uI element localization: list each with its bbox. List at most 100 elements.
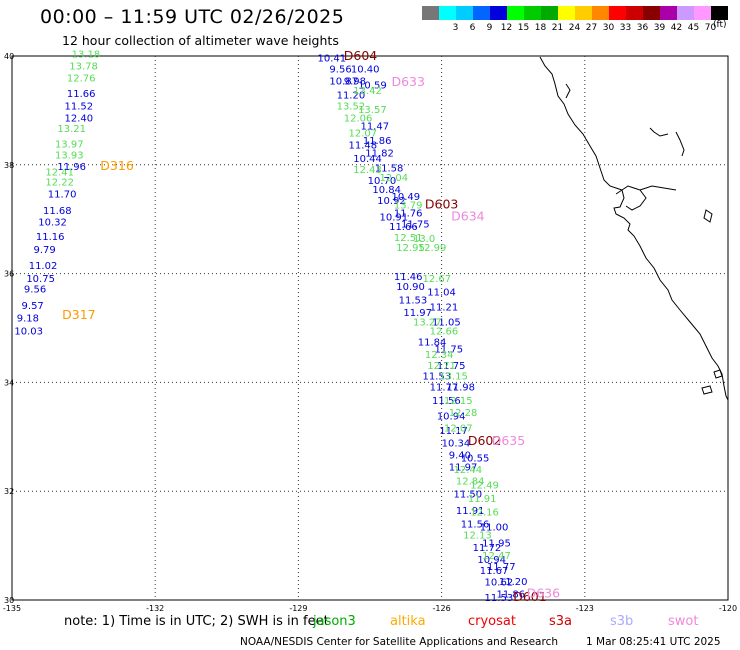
legend-tick-label: 45 [688, 23, 699, 33]
wave-height-value: 11.84 [418, 337, 447, 348]
wave-height-value: 11.20 [337, 90, 366, 101]
mountain-lake [703, 209, 713, 223]
wave-height-value: 12.07 [349, 129, 378, 140]
wave-height-value: 13.93 [55, 150, 84, 161]
legend-unit: (ft) [713, 20, 727, 30]
lat-label: 30 [4, 596, 14, 605]
pass-id-label: D633 [391, 74, 424, 89]
wave-height-value: 11.47 [360, 121, 389, 132]
lon-label: -120 [719, 604, 737, 613]
lat-label: 36 [4, 270, 14, 279]
wave-height-value: 11.52 [65, 101, 94, 112]
wave-height-value: 10.94 [477, 555, 506, 566]
wave-height-value: 9.57 [22, 301, 44, 312]
lon-label: -123 [576, 604, 594, 613]
wave-height-value: 10.75 [26, 274, 55, 285]
wave-height-value: 11.46 [394, 272, 423, 283]
legend-tick-label: 24 [569, 23, 581, 33]
wave-height-value: 10.40 [351, 64, 380, 75]
lake-shore [565, 83, 571, 99]
map-frame [11, 55, 729, 601]
wave-height-value: 11.05 [432, 317, 461, 328]
wave-height-value: 12.06 [344, 113, 373, 124]
pass-id-label: D636 [527, 585, 561, 600]
lat-label: 38 [4, 161, 14, 170]
wave-height-value: 11.68 [43, 206, 72, 217]
wave-height-value: 10.70 [368, 176, 397, 187]
wave-height-value: 12.84 [456, 477, 485, 488]
wave-height-value: 13.18 [72, 50, 101, 61]
legend-swatch [626, 6, 643, 20]
wave-height-value: 9.98 [344, 76, 366, 87]
wave-height-value: 11.91 [468, 494, 497, 505]
satellite-name: swot [668, 614, 698, 629]
lon-label: -126 [433, 604, 451, 613]
wave-height-value: 12.71 [427, 361, 456, 372]
wave-height-value: 12.13 [463, 531, 492, 542]
wave-height-value: 11.02 [29, 261, 58, 272]
legend-tick-label: 33 [620, 23, 631, 33]
island-2 [713, 369, 723, 379]
wave-height-value: 10.94 [437, 411, 466, 422]
pass-id-label: D635 [492, 433, 525, 448]
legend-swatch [490, 6, 507, 20]
wave-height-value: 12.28 [449, 408, 478, 419]
wave-height-value: 10.59 [358, 81, 387, 92]
wave-height-value: 11.72 [473, 543, 502, 554]
legend-swatch [575, 6, 592, 20]
legend-swatch [609, 6, 626, 20]
coastline [539, 56, 729, 401]
wave-height-value: 11.66 [67, 89, 96, 100]
pass-id-label: D317 [62, 307, 95, 322]
wave-height-value: 11.16 [36, 232, 65, 243]
axis-labels: 40 38 36 34 32 30-135 -132 -129 -126 -123 -120 [3, 52, 737, 613]
satellite-name: cryosat [468, 614, 516, 629]
wave-height-value: 12.47 [482, 551, 511, 562]
lon-label: -129 [289, 604, 307, 613]
wave-height-value: 13.21 [57, 124, 86, 135]
california-coastline [539, 56, 729, 401]
wave-height-value: 12.16 [470, 508, 499, 519]
wave-height-value: 10.32 [38, 218, 67, 229]
wave-height-value: 11.04 [427, 287, 456, 298]
legend-tick-label: 42 [671, 23, 682, 33]
wave-height-value: 10.49 [391, 192, 420, 203]
wave-height-value: 13.78 [69, 62, 98, 73]
wave-height-value: 11.56 [461, 520, 490, 531]
lon-label: -132 [146, 604, 164, 613]
wave-height-value: 11.75 [401, 219, 430, 230]
inland-shore-2 [675, 131, 685, 157]
wave-height-value: 9.18 [17, 313, 39, 324]
wave-height-value: 11.21 [430, 303, 459, 314]
wave-height-value: 11.95 [482, 539, 511, 550]
wave-height-value: 12.22 [45, 177, 74, 188]
legend-swatch [541, 6, 558, 20]
wave-height-value: 12.07 [444, 423, 473, 434]
legend-swatch [643, 6, 660, 20]
wave-height-value: 10.03 [14, 327, 43, 338]
legend-tick-label: 70 [705, 23, 717, 33]
wave-height-value: 11.48 [349, 140, 378, 151]
footer-credit: NOAA/NESDIS Center for Satellite Applica… [240, 636, 558, 648]
wave-height-value: 11.17 [439, 426, 468, 437]
wave-height-value: 12.49 [470, 480, 499, 491]
satellite-name: s3a [549, 614, 572, 629]
legend-swatch [558, 6, 575, 20]
legend-swatch [660, 6, 677, 20]
wave-height-value: 11.75 [437, 361, 466, 372]
lat-label: 32 [4, 487, 14, 496]
wave-height-value: 11.82 [365, 149, 394, 160]
legend-swatch [507, 6, 524, 20]
wave-height-value: 13.52 [337, 101, 366, 112]
wave-height-value: 12.44 [454, 465, 483, 476]
wave-height-value: 10.44 [353, 154, 382, 165]
wave-height-value: 10.41 [317, 53, 346, 64]
island-1 [701, 385, 713, 395]
legend-tick-label: 21 [552, 23, 563, 33]
wave-height-value: 11.91 [456, 506, 485, 517]
wave-height-value: 11.50 [454, 490, 483, 501]
wave-height-value: 11.53 [399, 296, 428, 307]
wave-height-value: 12.41 [45, 168, 74, 179]
